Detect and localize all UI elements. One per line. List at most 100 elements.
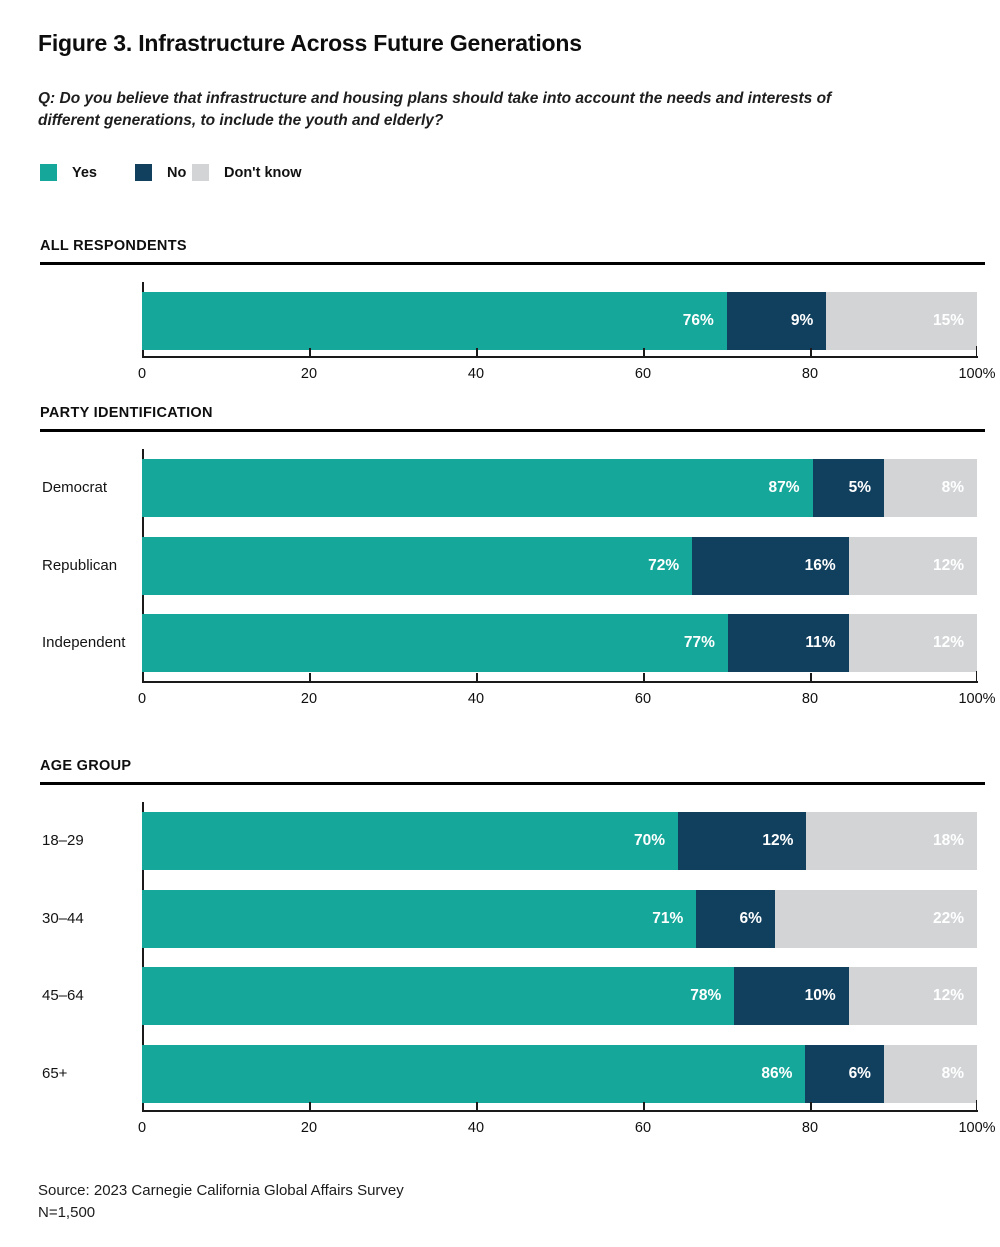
bar-segment-no: 16%	[692, 536, 849, 595]
source-line: Source: 2023 Carnegie California Global …	[38, 1182, 404, 1199]
bar-segment-no: 10%	[734, 967, 849, 1025]
bar-segment-dont-know: 12%	[848, 967, 977, 1025]
axis-tick-label: 100%	[958, 691, 996, 707]
axis-tick-label: 100%	[958, 1120, 996, 1136]
section-title: AGE GROUP	[40, 758, 132, 774]
plot-area: 87% 5% 8% 72% 16% 12% 77% 11% 12% 0 20 40 60 80 100%	[138, 405, 996, 715]
bar-value-label: 70%	[634, 832, 666, 849]
legend-swatch-dont-know	[192, 164, 209, 181]
axis-tick-label: 0	[137, 366, 147, 382]
bar-value-label: 8%	[941, 479, 964, 496]
bar-segment-yes: 71%	[142, 889, 697, 948]
bar-row: 70% 12% 18%	[142, 812, 977, 870]
bar-segment-no: 11%	[727, 614, 849, 672]
bar-segment-no: 9%	[726, 292, 827, 350]
bar-value-label: 71%	[652, 909, 684, 927]
axis-tick	[810, 348, 812, 356]
bar-value-label: 78%	[690, 987, 722, 1004]
legend: Yes No Don't know	[40, 164, 440, 184]
bar-value-label: 86%	[761, 1064, 793, 1082]
plot-area: 76% 9% 15% 0 20 40 60 80 100%	[138, 238, 996, 390]
bar-value-label: 12%	[762, 832, 794, 849]
axis-tick-label: 100%	[958, 366, 996, 382]
axis-tick-label: 60	[634, 366, 652, 382]
section-rule	[40, 429, 985, 432]
x-axis-line	[142, 681, 978, 683]
legend-item-yes: Yes	[40, 164, 97, 181]
bar-row: 87% 5% 8%	[142, 459, 977, 517]
bar-segment-yes: 76%	[142, 292, 727, 350]
bar-segment-dont-know: 8%	[883, 1044, 977, 1103]
legend-swatch-no	[135, 164, 152, 181]
bar-value-label: 6%	[848, 1064, 871, 1082]
bar-value-label: 15%	[932, 312, 964, 329]
bar-segment-no: 5%	[812, 459, 884, 517]
section-all-respondents: ALL RESPONDENTS 76% 9% 15% 0 20 40 60 80 100%	[40, 238, 996, 390]
bar-value-label: 12%	[932, 634, 965, 651]
axis-tick-label: 20	[300, 1120, 318, 1136]
bar-value-label: 5%	[848, 479, 871, 496]
axis-tick	[476, 673, 478, 681]
legend-item-no: No	[135, 164, 186, 181]
axis-tick	[975, 671, 977, 681]
section-party-identification: PARTY IDENTIFICATION 87% 5% 8% 72% 16% 12% 77% 1…	[40, 405, 996, 715]
bar-segment-yes: 70%	[142, 812, 679, 870]
bar-segment-yes: 86%	[142, 1044, 806, 1103]
category-label: 30–44	[42, 909, 84, 927]
axis-tick-label: 40	[467, 366, 485, 382]
axis-tick	[810, 673, 812, 681]
axis-tick-label: 40	[467, 691, 485, 707]
bar-segment-dont-know: 12%	[848, 614, 978, 672]
bar-value-label: 77%	[683, 634, 715, 651]
category-label: Independent	[42, 634, 126, 651]
category-label: 45–64	[42, 987, 84, 1004]
axis-tick	[810, 1102, 812, 1110]
bar-value-label: 72%	[648, 556, 680, 574]
legend-swatch-yes	[40, 164, 57, 181]
axis-tick	[643, 348, 645, 356]
category-label: 18–29	[42, 832, 84, 849]
axis-tick	[643, 1102, 645, 1110]
category-label: 65+	[42, 1064, 68, 1082]
bar-segment-yes: 78%	[142, 967, 735, 1025]
axis-tick-label: 80	[801, 691, 819, 707]
axis-tick-label: 80	[801, 1120, 819, 1136]
category-label: Republican	[42, 556, 118, 574]
axis-tick	[476, 1102, 478, 1110]
bar-segment-dont-know: 8%	[883, 459, 977, 517]
axis-tick	[309, 673, 311, 681]
legend-item-dont-know: Don't know	[192, 164, 302, 181]
bar-segment-yes: 72%	[142, 536, 693, 595]
axis-tick	[309, 348, 311, 356]
bar-segment-dont-know: 18%	[806, 812, 977, 870]
bar-row: 72% 16% 12%	[142, 536, 977, 595]
axis-tick-label: 0	[137, 1120, 147, 1136]
bar-segment-dont-know: 15%	[826, 292, 977, 350]
axis-tick	[975, 346, 977, 356]
sample-size: N=1,500	[38, 1204, 96, 1221]
bar-value-label: 9%	[790, 312, 814, 329]
source-note: Source: 2023 Carnegie California Global …	[38, 1180, 404, 1224]
y-axis-line	[142, 802, 144, 1110]
bar-value-label: 12%	[932, 556, 964, 574]
bar-row: 76% 9% 15%	[142, 292, 977, 350]
figure-title: Figure 3. Infrastructure Across Future G…	[38, 30, 582, 56]
section-age-group: AGE GROUP 70% 12% 18% 71% 6% 22% 78% 10% 12% 86% 6%…	[40, 758, 996, 1144]
axis-tick-label: 60	[634, 691, 652, 707]
bar-value-label: 12%	[932, 987, 964, 1004]
legend-label-yes: Yes	[72, 164, 97, 181]
section-rule	[40, 262, 985, 265]
bar-value-label: 22%	[932, 909, 965, 927]
bar-value-label: 10%	[804, 987, 836, 1004]
axis-tick	[309, 1102, 311, 1110]
bar-row: 86% 6% 8%	[142, 1044, 977, 1103]
bar-segment-yes: 77%	[142, 614, 728, 672]
category-label: Democrat	[42, 479, 108, 496]
bar-segment-yes: 87%	[142, 459, 813, 517]
bar-row: 78% 10% 12%	[142, 967, 977, 1025]
bar-segment-no: 6%	[805, 1044, 884, 1103]
axis-tick-label: 80	[801, 366, 819, 382]
bar-value-label: 16%	[804, 556, 836, 574]
bar-value-label: 87%	[768, 479, 800, 496]
